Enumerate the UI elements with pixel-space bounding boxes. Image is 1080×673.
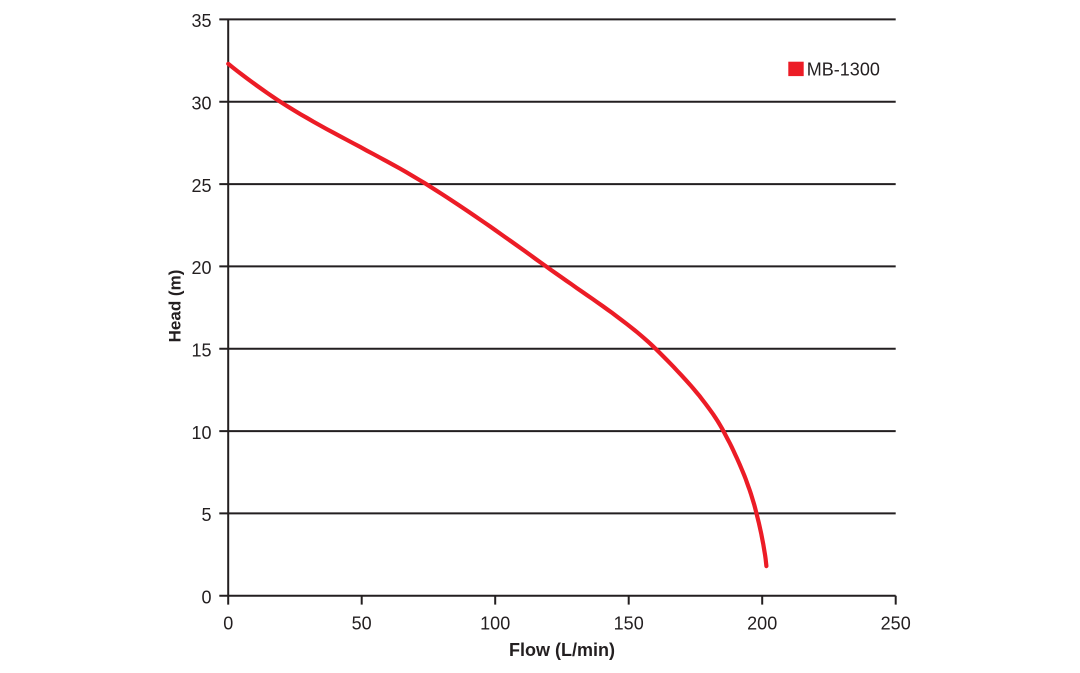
svg-text:10: 10	[191, 423, 211, 443]
svg-text:30: 30	[191, 94, 211, 114]
svg-text:Flow (L/min): Flow (L/min)	[509, 640, 615, 660]
svg-text:0: 0	[223, 614, 233, 634]
svg-text:250: 250	[881, 614, 911, 634]
svg-text:Head (m): Head (m)	[166, 270, 185, 343]
svg-text:5: 5	[201, 505, 211, 525]
svg-text:20: 20	[191, 258, 211, 278]
svg-text:150: 150	[614, 614, 644, 634]
svg-text:15: 15	[191, 341, 211, 361]
svg-text:0: 0	[201, 588, 211, 608]
svg-text:100: 100	[480, 614, 510, 634]
svg-text:MB-1300: MB-1300	[807, 59, 880, 79]
svg-text:50: 50	[352, 614, 372, 634]
svg-text:200: 200	[747, 614, 777, 634]
svg-text:25: 25	[191, 176, 211, 196]
svg-text:35: 35	[191, 11, 211, 31]
